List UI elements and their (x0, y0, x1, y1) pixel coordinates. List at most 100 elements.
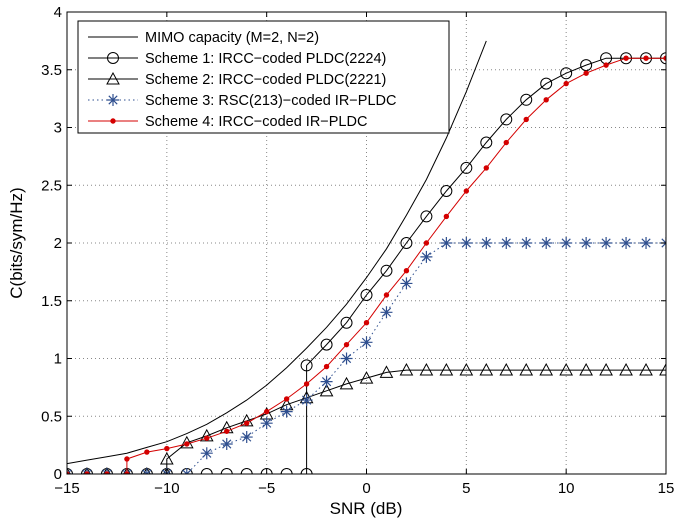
data-point (340, 316, 353, 329)
data-point (399, 363, 414, 376)
data-point (159, 451, 174, 465)
y-tick-label: 0.5 (41, 408, 62, 425)
x-axis-title: SNR (dB) (330, 499, 403, 518)
data-point (303, 381, 310, 387)
series-line (67, 40, 487, 465)
x-tick-label: 0 (362, 480, 370, 497)
data-point (240, 468, 253, 474)
data-point (124, 456, 130, 462)
data-point (460, 237, 473, 249)
data-point (260, 468, 273, 474)
legend-box (77, 20, 450, 134)
data-point (619, 363, 633, 376)
data-point (420, 250, 433, 263)
data-point (483, 165, 489, 171)
data-point (360, 288, 373, 301)
data-point (500, 237, 513, 249)
data-point (280, 405, 293, 418)
series-layer (67, 40, 666, 474)
data-point (600, 237, 613, 249)
series-4 (67, 237, 666, 474)
data-point (539, 363, 554, 376)
data-point (179, 435, 194, 449)
data-point (107, 94, 119, 106)
data-point (403, 268, 410, 274)
data-point (520, 93, 533, 106)
x-tick-label: 15 (658, 480, 675, 497)
x-tick-label: −10 (154, 480, 179, 497)
data-point (420, 210, 433, 223)
series-1 (67, 40, 487, 465)
y-tick-label: 2 (54, 235, 62, 252)
data-point (623, 55, 629, 61)
data-point (359, 371, 374, 384)
data-point (559, 363, 574, 376)
data-point (520, 237, 533, 249)
data-point (543, 97, 549, 103)
data-point (560, 67, 573, 80)
data-point (144, 449, 150, 455)
y-tick-label: 1 (54, 351, 62, 368)
data-point (480, 237, 493, 249)
data-point (283, 396, 290, 402)
legend-item: Scheme 4: IRCC−coded IR−PLDC (88, 114, 367, 130)
data-point (643, 55, 649, 61)
data-point (440, 185, 453, 198)
x-tick-label: 10 (558, 480, 575, 497)
data-point (440, 237, 453, 249)
legend-item: MIMO capacity (M=2, N=2) (88, 30, 319, 46)
data-point (107, 52, 119, 64)
data-point (320, 338, 333, 351)
legend-item: Scheme 1: IRCC−coded PLDC(2224) (88, 51, 386, 67)
data-point (540, 237, 553, 249)
data-point (300, 394, 313, 407)
data-point (200, 468, 213, 474)
y-tick-label: 3.5 (41, 62, 62, 79)
y-tick-label: 4 (54, 4, 62, 21)
data-point (463, 188, 470, 194)
data-point (639, 363, 653, 376)
data-point (379, 365, 394, 378)
y-tick-label: 2.5 (41, 177, 62, 194)
data-point (560, 237, 573, 249)
data-point (300, 359, 313, 372)
data-point (423, 240, 430, 246)
data-point (300, 468, 313, 474)
data-point (280, 468, 293, 474)
data-point (480, 136, 493, 149)
y-tick-label: 1.5 (41, 293, 62, 310)
data-point (519, 363, 534, 376)
data-point (263, 408, 270, 415)
data-point (323, 363, 330, 370)
data-point (184, 441, 190, 447)
legend: MIMO capacity (M=2, N=2) Scheme 1: IRCC−c… (77, 20, 450, 134)
x-tick-label: 5 (462, 480, 470, 497)
data-point (523, 116, 529, 123)
data-point (224, 428, 230, 434)
data-point (419, 363, 434, 376)
legend-label: Scheme 3: RSC(213)−coded IR−PLDC (145, 93, 396, 109)
data-point (583, 70, 589, 76)
data-point (400, 237, 413, 249)
data-point (620, 237, 633, 249)
data-point (500, 113, 513, 126)
data-point (459, 363, 474, 376)
data-point (200, 447, 213, 460)
legend-label: MIMO capacity (M=2, N=2) (145, 30, 319, 46)
axis-ticks: −15 −10 −5 0 5 10 15 0 0.5 1 1.5 2 2.5 3 3.5 4 (41, 4, 674, 497)
data-point (579, 363, 593, 376)
series-5 (67, 55, 666, 474)
data-point (106, 71, 120, 85)
data-point (640, 237, 653, 249)
data-point (220, 468, 233, 474)
data-point (383, 292, 390, 298)
data-point (400, 277, 413, 290)
data-point (343, 341, 350, 348)
data-point (204, 435, 210, 441)
data-point (659, 363, 666, 376)
data-point (319, 383, 334, 397)
data-point (499, 363, 514, 376)
data-point (439, 363, 454, 376)
legend-item: Scheme 2: IRCC−coded PLDC(2221) (88, 71, 386, 88)
